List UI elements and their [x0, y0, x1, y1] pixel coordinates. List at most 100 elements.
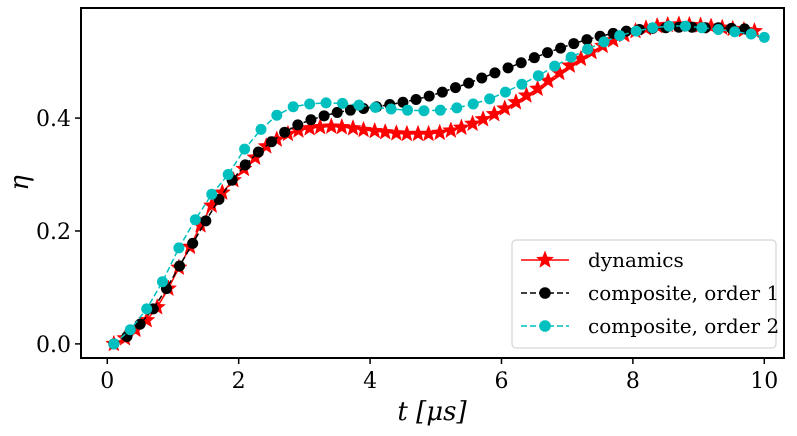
data-point — [402, 104, 414, 116]
data-point — [320, 97, 332, 109]
y-tick-label: 0.4 — [36, 107, 71, 132]
data-point — [156, 276, 168, 288]
data-point — [696, 22, 708, 34]
data-point — [271, 109, 283, 121]
data-point — [745, 28, 757, 40]
data-point — [318, 110, 330, 122]
data-point — [502, 62, 514, 74]
data-point — [528, 52, 540, 64]
data-point — [252, 146, 264, 158]
legend: dynamics composite, order 1 composite, ord… — [511, 239, 779, 349]
data-point — [451, 102, 463, 114]
data-point — [418, 105, 430, 117]
data-point — [758, 31, 770, 43]
x-axis: 0 2 4 6 8 10 — [100, 358, 778, 394]
data-point — [489, 67, 501, 79]
data-point — [549, 60, 561, 72]
data-point — [200, 215, 212, 227]
data-point — [581, 34, 593, 46]
legend-box — [511, 239, 777, 349]
data-point — [496, 99, 514, 116]
data-point — [463, 114, 482, 132]
data-point — [598, 36, 610, 48]
legend-label: dynamics — [588, 248, 684, 272]
data-point — [568, 38, 580, 50]
data-point — [729, 26, 741, 38]
data-point — [436, 86, 448, 98]
data-point — [712, 23, 724, 35]
data-point — [679, 20, 691, 32]
data-point — [463, 77, 475, 89]
data-point — [344, 119, 362, 136]
x-tick-label: 2 — [232, 369, 246, 394]
data-point — [266, 136, 278, 148]
data-point — [331, 106, 343, 118]
data-point — [239, 159, 251, 171]
series-layer — [105, 15, 770, 352]
data-point — [353, 99, 365, 111]
legend-entry: composite, order 1 — [521, 281, 779, 305]
x-tick-label: 10 — [750, 369, 778, 394]
data-point — [499, 86, 511, 98]
data-point — [434, 104, 446, 116]
data-point — [322, 117, 341, 135]
data-point — [485, 104, 504, 122]
legend-label: composite, order 2 — [588, 314, 779, 338]
data-point — [385, 103, 397, 115]
x-tick-label: 6 — [494, 369, 508, 394]
data-point — [517, 86, 536, 103]
x-tick-label: 8 — [626, 369, 640, 394]
data-point — [561, 56, 579, 74]
data-point — [134, 318, 146, 330]
data-point — [141, 303, 153, 315]
data-point — [369, 101, 381, 113]
data-point — [387, 124, 406, 141]
data-point — [449, 82, 461, 94]
y-axis-label: η — [5, 175, 35, 191]
legend-marker — [539, 320, 551, 332]
data-point — [124, 324, 136, 336]
data-point — [279, 126, 291, 138]
legend-marker — [539, 287, 551, 299]
data-point — [344, 104, 356, 116]
data-point — [476, 72, 488, 84]
legend-label: composite, order 1 — [588, 281, 779, 305]
data-point — [630, 25, 642, 37]
data-point — [365, 121, 384, 139]
data-point — [410, 93, 422, 105]
data-point — [174, 260, 186, 272]
data-point — [292, 119, 304, 131]
data-point — [467, 98, 479, 110]
data-point — [255, 123, 267, 135]
legend-entry: composite, order 2 — [521, 314, 779, 338]
x-tick-label: 0 — [100, 369, 114, 394]
data-point — [614, 30, 626, 42]
data-point — [189, 214, 201, 226]
data-point — [187, 237, 199, 249]
data-point — [532, 70, 544, 82]
data-point — [305, 114, 317, 126]
data-point — [336, 97, 348, 109]
data-point — [354, 120, 373, 138]
y-tick-label: 0.0 — [36, 333, 71, 358]
data-point — [484, 93, 496, 105]
data-point — [287, 101, 299, 113]
data-point — [333, 117, 351, 135]
data-point — [541, 47, 553, 59]
x-axis-label: t [μs] — [397, 397, 467, 427]
data-point — [474, 110, 492, 127]
x-tick-label: 4 — [363, 369, 377, 394]
data-point — [206, 188, 218, 200]
data-point — [647, 22, 659, 34]
data-point — [565, 51, 577, 63]
data-point — [452, 118, 471, 136]
series-line — [113, 25, 765, 345]
data-point — [222, 169, 234, 181]
data-point — [516, 78, 528, 90]
y-tick-label: 0.2 — [36, 220, 71, 245]
y-axis: 0.0 0.2 0.4 — [36, 107, 81, 358]
data-point — [423, 90, 435, 102]
data-point — [173, 242, 185, 254]
data-point — [582, 43, 594, 55]
